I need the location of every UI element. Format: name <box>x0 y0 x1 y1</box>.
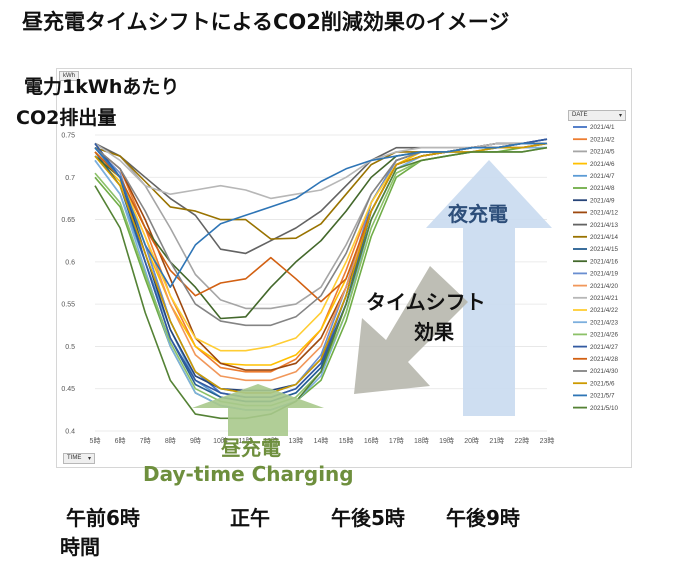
series-line-2021/5/10 <box>94 146 548 420</box>
time-axis-label: 時間 <box>60 535 100 559</box>
night-charging-label: 夜充電 <box>448 202 508 226</box>
x-tick-label: 21時 <box>489 437 504 445</box>
page-title: 昼充電タイムシフトによるCO2削減効果のイメージ <box>22 10 510 34</box>
time-shift-arrow <box>354 266 468 394</box>
daytime-charging-english-label: Day-time Charging <box>143 462 354 486</box>
time-mark-5pm: 午後5時 <box>331 506 405 530</box>
date-filter-button[interactable]: DATE ▾ <box>568 110 626 121</box>
value-field-button[interactable]: kWh <box>59 71 79 81</box>
x-tick-label: 10時 <box>213 437 228 445</box>
x-tick-label: 9時 <box>190 437 201 445</box>
x-tick-label: 17時 <box>389 437 404 445</box>
series-line-2021/5/7 <box>94 142 547 288</box>
x-tick-label: 18時 <box>414 437 429 445</box>
x-tick-label: 8時 <box>165 437 176 445</box>
time-mark-9pm: 午後9時 <box>446 506 520 530</box>
x-tick-label: 7時 <box>140 437 151 445</box>
x-tick-label: 12時 <box>263 437 278 445</box>
legend-entry: 2021/4/13 <box>590 222 619 229</box>
y-tick-label: 0.45 <box>61 386 75 393</box>
y-tick-label: 0.65 <box>61 217 75 224</box>
legend-entry: 2021/4/12 <box>590 210 619 217</box>
y-tick-label: 0.75 <box>61 133 75 140</box>
y-axis-label-line2: CO2排出量 <box>16 107 117 129</box>
x-tick-label: 15時 <box>339 437 354 445</box>
legend-entry: 2021/4/30 <box>590 368 619 375</box>
legend-entry: 2021/4/23 <box>590 319 619 326</box>
series-lines <box>94 138 548 420</box>
x-tick-label: 14時 <box>314 437 329 445</box>
legend-entry: 2021/4/21 <box>590 295 619 302</box>
x-tick-label: 13時 <box>288 437 303 445</box>
legend: 2021/4/1 2021/4/2 2021/4/5 2021/4/6 2021/4/7… <box>573 124 619 412</box>
y-tick-label: 0.7 <box>65 175 75 182</box>
chevron-down-icon: ▾ <box>618 113 622 119</box>
y-axis-ticks: 0.4 0.45 0.5 0.55 0.6 0.65 0.7 0.75 <box>61 133 75 436</box>
legend-entry: 2021/4/20 <box>590 283 619 290</box>
value-field-label: kWh <box>63 73 75 79</box>
legend-entry: 2021/4/14 <box>590 234 619 241</box>
legend-entry: 2021/5/6 <box>590 380 615 387</box>
legend-entry: 2021/4/1 <box>590 124 615 131</box>
date-filter-label: DATE <box>572 112 588 118</box>
legend-entry: 2021/5/7 <box>590 393 615 400</box>
x-axis-ticks: 5時 6時 7時 8時 9時 10時 11時 12時 13時 14時 15時 16時 17時 18時 19時… <box>90 437 555 445</box>
legend-entry: 2021/4/19 <box>590 271 619 278</box>
x-tick-label: 16時 <box>364 437 379 445</box>
legend-entry: 2021/4/9 <box>590 197 615 204</box>
x-tick-label: 23時 <box>540 437 555 445</box>
legend-entry: 2021/4/15 <box>590 246 619 253</box>
x-tick-label: 22時 <box>514 437 529 445</box>
legend-entry: 2021/4/7 <box>590 173 615 180</box>
legend-entry: 2021/4/5 <box>590 149 615 156</box>
y-tick-label: 0.55 <box>61 302 75 309</box>
x-tick-label: 6時 <box>115 437 126 445</box>
x-tick-label: 5時 <box>90 437 101 445</box>
legend-entry: 2021/4/22 <box>590 307 619 314</box>
legend-entry: 2021/5/10 <box>590 405 619 412</box>
y-tick-label: 0.5 <box>65 344 75 351</box>
x-tick-label: 20時 <box>464 437 479 445</box>
x-tick-label: 11時 <box>239 437 253 445</box>
time-shift-label: タイムシフト <box>366 290 486 314</box>
time-shift-effect-label: 効果 <box>414 320 454 344</box>
y-tick-label: 0.4 <box>65 429 75 436</box>
daytime-charging-arrow <box>192 384 324 436</box>
legend-entry: 2021/4/26 <box>590 332 619 339</box>
daytime-charging-label: 昼充電 <box>221 436 281 460</box>
y-tick-label: 0.6 <box>65 259 75 266</box>
chart-area: 0.4 0.45 0.5 0.55 0.6 0.65 0.7 0.75 5時 6時 7時 8時 9時 1… <box>56 68 632 468</box>
legend-entry: 2021/4/6 <box>590 161 615 168</box>
chevron-down-icon: ▾ <box>87 456 91 462</box>
legend-entry: 2021/4/16 <box>590 258 619 265</box>
time-mark-6am: 午前6時 <box>66 506 140 530</box>
legend-entry: 2021/4/8 <box>590 185 615 192</box>
legend-entry: 2021/4/2 <box>590 136 615 143</box>
legend-entry: 2021/4/28 <box>590 356 619 363</box>
time-filter-label: TIME <box>67 455 82 461</box>
x-tick-label: 19時 <box>439 437 454 445</box>
time-filter-button[interactable]: TIME ▾ <box>63 453 95 464</box>
y-axis-label-line1: 電力1kWhあたり <box>24 76 180 98</box>
night-charging-arrow <box>426 160 552 416</box>
time-mark-noon: 正午 <box>230 506 270 530</box>
legend-entry: 2021/4/27 <box>590 344 619 351</box>
